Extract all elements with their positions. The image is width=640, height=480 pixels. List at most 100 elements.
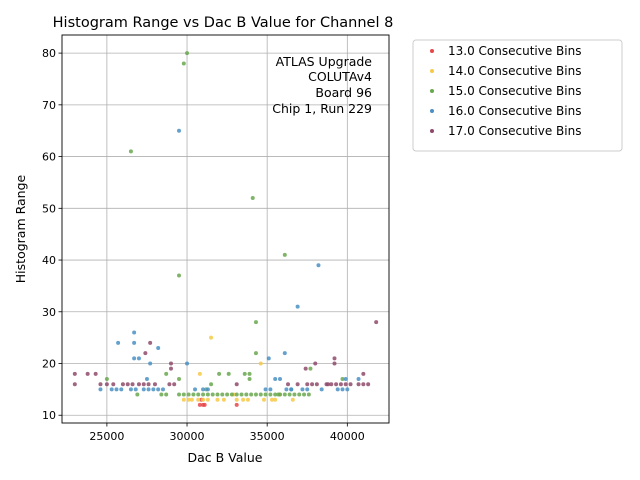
data-point [241,397,246,402]
x-axis-ticks: 25000 30000 35000 40000 [89,423,365,443]
data-point [335,387,340,392]
data-point [185,51,190,56]
data-point [209,382,214,387]
data-point [269,397,274,402]
data-point [98,387,103,392]
data-point [253,392,258,397]
data-point [326,382,331,387]
y-axis-ticks: 10 20 30 40 50 60 70 80 [42,47,62,422]
data-point [130,382,135,387]
data-point [282,252,287,257]
data-point [290,397,295,402]
data-point [234,397,239,402]
data-point [297,392,302,397]
y-tick-label: 60 [42,151,56,164]
data-point [332,356,337,361]
data-point [160,387,165,392]
data-point [245,397,250,402]
data-point [177,273,182,278]
data-point [273,377,278,382]
data-point [286,382,291,387]
data-point [169,366,173,371]
data-point [356,382,361,387]
data-point [229,392,234,397]
data-point [334,382,339,387]
data-point [181,61,186,66]
data-point [159,392,164,397]
data-point [136,382,141,387]
data-point [345,387,350,392]
data-point [253,320,258,325]
legend-label: 14.0 Consecutive Bins [448,64,581,78]
data-point [186,397,191,402]
data-point [196,397,201,402]
y-tick-label: 40 [42,254,56,267]
data-point [266,356,271,361]
data-point [181,397,186,402]
data-point [205,387,210,392]
data-point [177,128,182,133]
y-tick-label: 50 [42,202,56,215]
data-point [72,371,77,376]
data-point [295,304,300,309]
data-point [93,371,98,376]
y-tick-label: 20 [42,358,56,371]
data-point [109,387,114,392]
data-point [148,340,153,345]
data-point [332,361,337,366]
legend-marker [430,109,434,113]
legend: 13.0 Consecutive Bins 14.0 Consecutive Bi… [412,39,623,152]
data-point [181,392,186,397]
data-point [249,392,254,397]
data-point [169,361,173,366]
data-point [308,366,313,371]
annotation-line: ATLAS Upgrade [276,54,373,69]
data-point [284,387,289,392]
data-point [234,382,239,387]
data-point [164,392,169,397]
data-point [239,392,244,397]
data-point [374,320,379,325]
data-point [104,377,109,382]
data-point [263,387,268,392]
x-tick-label: 25000 [89,430,124,443]
chart-title: Histogram Range vs Dac B Value for Chann… [53,15,394,31]
data-point [215,397,220,402]
legend-label: 17.0 Consecutive Bins [448,124,581,138]
data-point [72,382,77,387]
data-point [128,387,133,392]
data-point [144,377,149,382]
data-point [111,382,116,387]
annotation-line: COLUTAv4 [308,69,372,84]
data-point [104,382,109,387]
data-point [268,392,273,397]
data-point [340,377,345,382]
data-point [201,397,206,402]
plot-frame [61,34,390,424]
legend-label: 15.0 Consecutive Bins [448,84,581,98]
y-tick-label: 70 [42,99,56,112]
data-point [310,382,315,387]
data-point [152,382,157,387]
series-points [104,51,345,397]
data-point [295,382,300,387]
data-point [156,345,161,350]
data-point [343,377,348,382]
data-point [244,392,249,397]
legend-label: 16.0 Consecutive Bins [448,104,581,118]
data-point [125,382,130,387]
data-point [116,340,121,345]
data-point [217,371,222,376]
data-point [329,382,334,387]
data-point [191,392,196,397]
data-point [186,392,191,397]
data-point [268,387,273,392]
data-point [276,392,281,397]
legend-marker [430,49,434,53]
data-points [72,51,379,407]
data-point [234,402,239,407]
x-tick-label: 30000 [170,430,205,443]
data-point [136,356,141,361]
data-point [305,387,310,392]
